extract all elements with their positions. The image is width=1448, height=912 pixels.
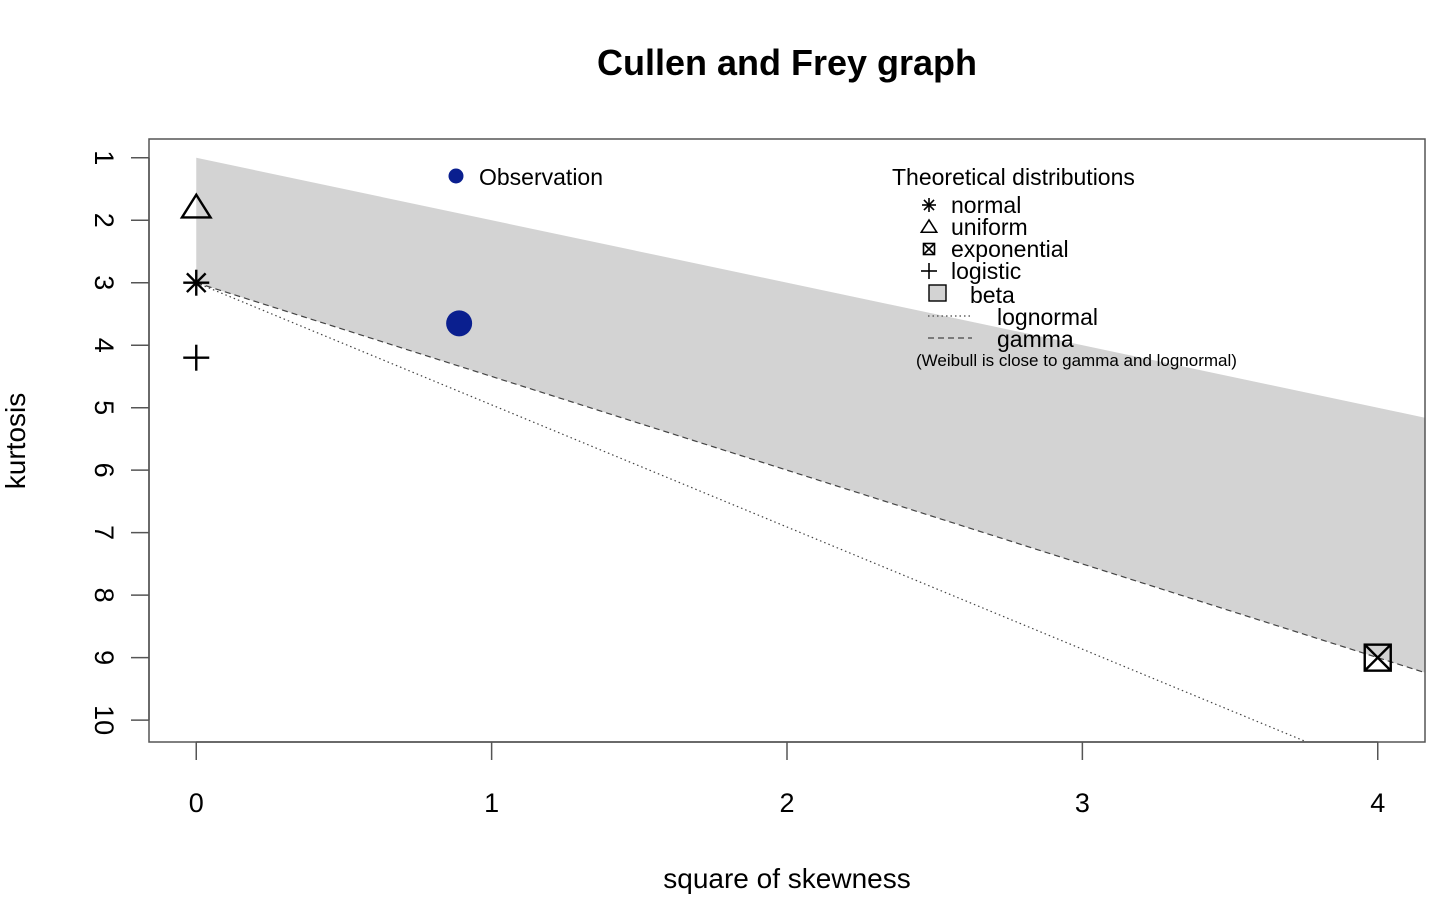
observation-point — [446, 310, 473, 337]
y-tick-label-5: 5 — [89, 400, 119, 415]
legend-exponential-symbol — [922, 242, 936, 256]
chart-title: Cullen and Frey graph — [597, 42, 977, 83]
plot-area — [179, 157, 1426, 743]
legend-entry-lognormal: lognormal — [997, 304, 1098, 330]
gamma-line — [196, 282, 1426, 674]
legend-entry-beta: beta — [970, 282, 1015, 308]
legend-normal-symbol — [922, 198, 936, 212]
axes: 0 1 2 3 4 1 2 3 4 5 6 7 8 9 10 — [89, 150, 1385, 818]
y-tick-label-9: 9 — [89, 650, 119, 665]
y-tick-label-4: 4 — [89, 338, 119, 353]
legend-title: Theoretical distributions — [892, 164, 1135, 190]
legend-entry-exponential: exponential — [951, 236, 1069, 262]
y-tick-label-10: 10 — [89, 705, 119, 735]
legend-beta-symbol — [928, 284, 947, 302]
x-tick-label-3: 3 — [1075, 788, 1090, 818]
x-tick-label-1: 1 — [484, 788, 499, 818]
legend-note: (Weibull is close to gamma and lognormal… — [916, 351, 1237, 370]
legend-uniform-symbol — [919, 218, 939, 234]
point-logistic — [183, 344, 210, 371]
point-uniform — [179, 192, 213, 219]
legend-entry-normal: normal — [951, 192, 1021, 218]
y-tick-label-1: 1 — [89, 150, 119, 165]
legend: Observation Theoretical distributions no… — [448, 164, 1237, 370]
x-tick-label-2: 2 — [779, 788, 794, 818]
legend-entry-gamma: gamma — [997, 326, 1074, 352]
legend-observation-label: Observation — [479, 164, 603, 190]
x-tick-label-4: 4 — [1370, 788, 1385, 818]
point-normal — [183, 269, 210, 296]
legend-entry-uniform: uniform — [951, 214, 1028, 240]
y-axis-title: kurtosis — [0, 393, 31, 489]
y-tick-label-3: 3 — [89, 275, 119, 290]
x-axis-title: square of skewness — [663, 863, 910, 894]
beta-region — [196, 157, 1425, 673]
y-tick-label-2: 2 — [89, 213, 119, 228]
legend-entry-logistic: logistic — [951, 258, 1021, 284]
y-tick-label-7: 7 — [89, 525, 119, 540]
legend-observation-symbol — [448, 168, 464, 184]
x-tick-label-0: 0 — [189, 788, 204, 818]
point-exponential — [1363, 643, 1392, 672]
y-tick-label-6: 6 — [89, 463, 119, 478]
y-tick-label-8: 8 — [89, 588, 119, 603]
legend-logistic-symbol — [921, 263, 937, 279]
